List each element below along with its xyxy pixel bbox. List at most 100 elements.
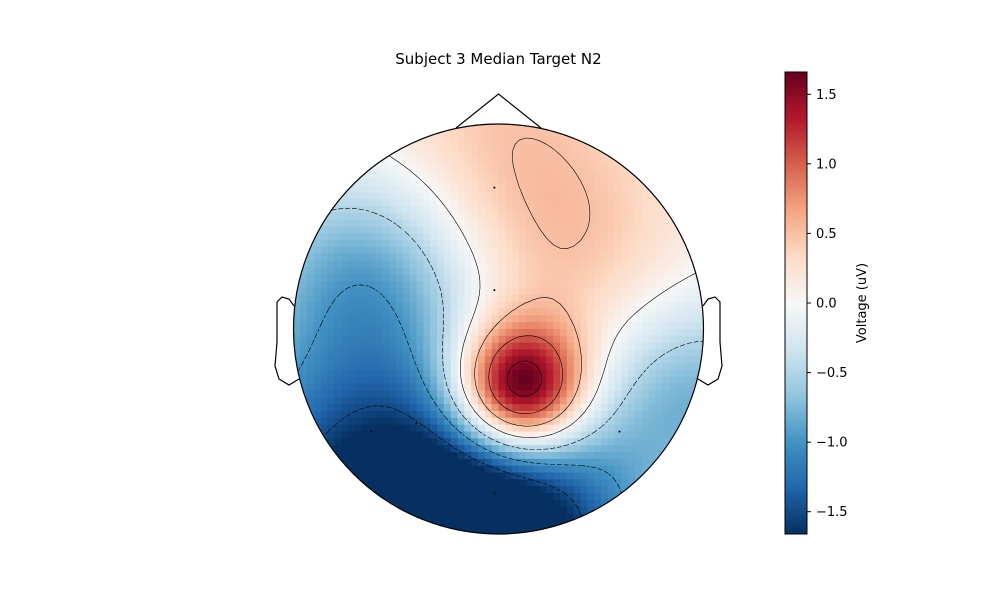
field-cell xyxy=(389,438,397,446)
field-cell xyxy=(587,342,595,351)
field-cell xyxy=(689,171,698,180)
field-cell xyxy=(635,281,643,289)
field-cell xyxy=(314,472,322,480)
field-cell xyxy=(601,206,609,214)
field-cell xyxy=(614,315,623,323)
field-cell xyxy=(375,144,383,152)
field-cell xyxy=(471,383,479,392)
field-cell xyxy=(594,465,602,474)
field-cell xyxy=(430,349,438,357)
field-cell xyxy=(594,390,602,398)
field-cell xyxy=(491,390,500,398)
field-cell xyxy=(416,247,424,255)
field-cell xyxy=(580,499,588,508)
field-cell xyxy=(607,486,616,494)
field-cell xyxy=(648,288,657,296)
field-cell xyxy=(368,458,377,467)
field-cell xyxy=(355,185,363,193)
field-cell xyxy=(505,411,513,419)
field-cell xyxy=(594,520,602,528)
field-cell xyxy=(464,267,472,275)
field-cell xyxy=(327,294,336,303)
field-cell xyxy=(484,206,493,214)
field-cell xyxy=(484,247,493,255)
field-cell xyxy=(464,465,472,474)
field-cell xyxy=(396,417,404,426)
field-cell xyxy=(457,506,465,515)
field-cell xyxy=(375,247,383,255)
field-cell xyxy=(389,506,397,515)
field-cell xyxy=(355,335,363,344)
field-cell xyxy=(423,185,431,193)
field-cell xyxy=(355,247,363,255)
field-cell xyxy=(525,212,534,221)
field-cell xyxy=(648,458,657,467)
field-cell xyxy=(580,342,588,351)
field-cell xyxy=(478,165,486,173)
field-cell xyxy=(696,322,704,330)
field-cell xyxy=(457,165,465,173)
field-cell xyxy=(553,301,561,310)
field-cell xyxy=(669,260,677,269)
field-cell xyxy=(669,527,677,534)
field-cell xyxy=(635,144,643,152)
field-cell xyxy=(396,260,404,269)
field-cell xyxy=(348,212,356,221)
field-cell xyxy=(320,233,329,241)
field-cell xyxy=(471,130,479,139)
field-cell xyxy=(334,260,342,269)
field-cell xyxy=(375,233,383,241)
field-cell xyxy=(450,486,459,494)
field-cell xyxy=(532,178,541,187)
field-cell xyxy=(416,438,424,446)
field-cell xyxy=(361,144,370,152)
field-cell xyxy=(307,178,315,187)
field-cell xyxy=(437,274,445,282)
field-cell xyxy=(587,288,595,296)
field-cell xyxy=(676,260,684,269)
field-cell xyxy=(293,452,301,460)
field-cell xyxy=(553,472,561,480)
field-cell xyxy=(437,294,445,303)
field-cell xyxy=(334,178,342,187)
field-cell xyxy=(669,247,677,255)
field-cell xyxy=(519,397,527,405)
field-cell xyxy=(361,226,370,234)
field-cell xyxy=(539,192,547,200)
field-cell xyxy=(348,192,356,200)
field-cell xyxy=(491,294,500,303)
field-cell xyxy=(498,431,506,439)
field-cell xyxy=(416,212,424,221)
field-cell xyxy=(464,335,472,344)
field-cell xyxy=(443,424,452,433)
field-cell xyxy=(368,527,377,534)
field-cell xyxy=(491,185,500,193)
field-cell xyxy=(546,342,554,351)
field-cell xyxy=(389,206,397,214)
field-cell xyxy=(375,130,383,139)
field-cell xyxy=(437,329,445,337)
field-cell xyxy=(375,356,383,364)
field-cell xyxy=(355,130,363,139)
field-cell xyxy=(696,383,704,392)
field-cell xyxy=(327,356,336,364)
field-cell xyxy=(683,370,691,378)
field-cell xyxy=(300,219,308,228)
field-cell xyxy=(505,219,513,228)
field-cell xyxy=(607,260,616,269)
field-cell xyxy=(566,383,575,392)
field-cell xyxy=(457,288,465,296)
field-cell xyxy=(642,178,650,187)
field-cell xyxy=(464,383,472,392)
field-cell xyxy=(505,370,513,378)
field-cell xyxy=(450,212,459,221)
field-cell xyxy=(320,417,329,426)
field-cell xyxy=(491,452,500,460)
field-cell xyxy=(662,260,670,269)
field-cell xyxy=(450,322,459,330)
field-cell xyxy=(676,342,684,351)
field-cell xyxy=(601,499,609,508)
field-cell xyxy=(437,452,445,460)
field-cell xyxy=(498,165,506,173)
field-cell xyxy=(484,233,493,241)
